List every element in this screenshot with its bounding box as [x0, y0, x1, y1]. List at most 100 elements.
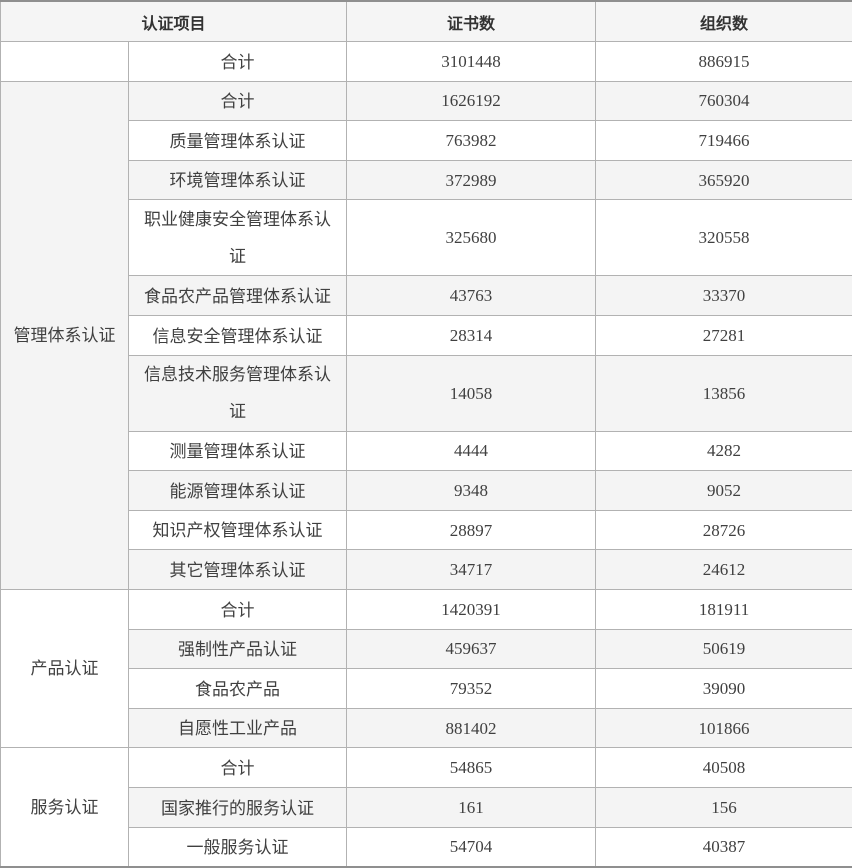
certificates-cell: 28314 [347, 315, 596, 355]
item-label-cell: 测量管理体系认证 [129, 431, 347, 471]
item-label-cell: 信息安全管理体系认证 [129, 315, 347, 355]
organizations-cell: 365920 [596, 160, 852, 200]
organizations-cell: 760304 [596, 81, 852, 121]
certificates-cell: 79352 [347, 669, 596, 709]
organizations-cell: 181911 [596, 589, 852, 629]
certificates-cell: 1420391 [347, 589, 596, 629]
item-label-cell: 一般服务认证 [129, 827, 347, 867]
organizations-cell: 156 [596, 787, 852, 827]
item-label: 合计 [221, 592, 255, 629]
item-label-cell: 知识产权管理体系认证 [129, 510, 347, 550]
item-label-cell: 国家推行的服务认证 [129, 787, 347, 827]
header-row: 认证项目 证书数 组织数 [1, 1, 852, 42]
item-label-cell: 食品农产品 [129, 669, 347, 709]
organizations-cell: 40387 [596, 827, 852, 867]
organizations-cell: 24612 [596, 550, 852, 590]
item-label: 质量管理体系认证 [170, 123, 306, 160]
organizations-cell: 33370 [596, 276, 852, 316]
item-label: 测量管理体系认证 [170, 433, 306, 470]
column-header-project: 认证项目 [1, 1, 347, 42]
organizations-cell: 39090 [596, 669, 852, 709]
certificates-cell: 4444 [347, 431, 596, 471]
item-label-cell: 信息技术服务管理体系认证 [129, 355, 347, 431]
item-label: 国家推行的服务认证 [161, 790, 314, 827]
item-label-cell: 食品农产品管理体系认证 [129, 276, 347, 316]
organizations-cell: 28726 [596, 510, 852, 550]
certificates-cell: 1626192 [347, 81, 596, 121]
item-label-cell: 质量管理体系认证 [129, 121, 347, 161]
organizations-cell: 27281 [596, 315, 852, 355]
item-label: 合计 [221, 750, 255, 787]
item-label-cell: 强制性产品认证 [129, 629, 347, 669]
certificates-cell: 881402 [347, 708, 596, 748]
table-header: 认证项目 证书数 组织数 [1, 1, 852, 42]
organizations-cell: 320558 [596, 200, 852, 276]
item-label: 职业健康安全管理体系认证 [142, 201, 332, 275]
group-cell-empty [1, 42, 129, 82]
certificates-cell: 34717 [347, 550, 596, 590]
item-label-cell: 自愿性工业产品 [129, 708, 347, 748]
certificates-cell: 43763 [347, 276, 596, 316]
item-label: 自愿性工业产品 [178, 710, 297, 747]
item-label: 信息安全管理体系认证 [153, 318, 323, 355]
organizations-cell: 4282 [596, 431, 852, 471]
group-cell: 产品认证 [1, 589, 129, 747]
item-label-cell: 合计 [129, 589, 347, 629]
item-label: 知识产权管理体系认证 [153, 512, 323, 549]
item-label-cell: 能源管理体系认证 [129, 471, 347, 511]
certificates-cell: 54704 [347, 827, 596, 867]
group-cell: 服务认证 [1, 748, 129, 867]
item-label-cell: 合计 [129, 81, 347, 121]
item-label: 信息技术服务管理体系认证 [142, 356, 332, 430]
item-label: 合计 [221, 44, 255, 81]
organizations-cell: 886915 [596, 42, 852, 82]
item-label-cell: 合计 [129, 748, 347, 788]
item-label: 能源管理体系认证 [170, 473, 306, 510]
item-label-cell: 合计 [129, 42, 347, 82]
organizations-cell: 719466 [596, 121, 852, 161]
item-label: 环境管理体系认证 [170, 162, 306, 199]
item-label-cell: 其它管理体系认证 [129, 550, 347, 590]
organizations-cell: 50619 [596, 629, 852, 669]
item-label: 一般服务认证 [187, 829, 289, 866]
item-label-cell: 职业健康安全管理体系认证 [129, 200, 347, 276]
organizations-cell: 9052 [596, 471, 852, 511]
certificates-cell: 372989 [347, 160, 596, 200]
item-label: 食品农产品管理体系认证 [144, 278, 331, 315]
certificates-cell: 325680 [347, 200, 596, 276]
organizations-cell: 40508 [596, 748, 852, 788]
item-label: 其它管理体系认证 [170, 552, 306, 589]
organizations-cell: 13856 [596, 355, 852, 431]
column-header-certificates: 证书数 [347, 1, 596, 42]
item-label-cell: 环境管理体系认证 [129, 160, 347, 200]
certificates-cell: 9348 [347, 471, 596, 511]
certificates-cell: 763982 [347, 121, 596, 161]
item-label: 食品农产品 [195, 671, 280, 708]
group-cell: 管理体系认证 [1, 81, 129, 589]
item-label: 合计 [221, 83, 255, 120]
certificates-cell: 28897 [347, 510, 596, 550]
certificates-cell: 14058 [347, 355, 596, 431]
certificates-cell: 459637 [347, 629, 596, 669]
